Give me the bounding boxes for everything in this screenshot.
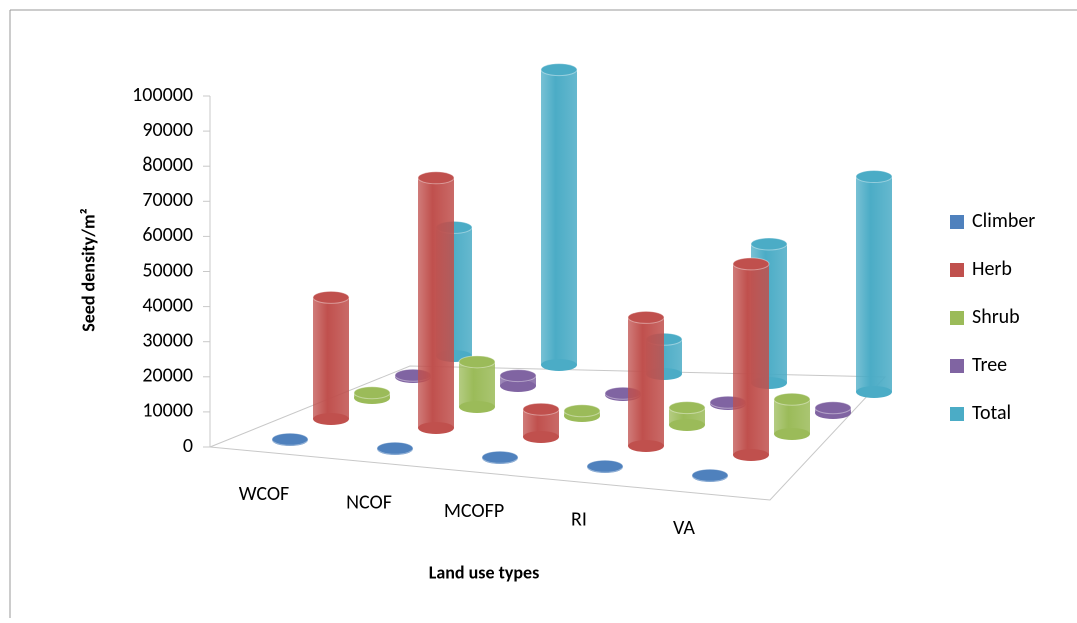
cylinder-body (733, 263, 769, 455)
cylinder (312, 290, 350, 425)
y-tick-label: 40000 (142, 293, 193, 317)
cylinder-body (856, 176, 892, 392)
cylinder-top (563, 404, 601, 418)
cylinder-top (540, 63, 578, 77)
cylinder (855, 170, 893, 398)
cylinder (814, 401, 852, 419)
cylinder (499, 369, 537, 392)
cylinder (563, 404, 601, 422)
y-tick-label: 20000 (142, 364, 193, 388)
cylinder-top (691, 468, 729, 482)
cylinder-top (732, 257, 770, 271)
x-tick-label: MCOFP (444, 499, 504, 523)
cylinder-top (376, 441, 414, 455)
y-tick-label: 50000 (142, 258, 193, 282)
x-tick-label: WCOF (239, 482, 290, 506)
legend-swatch (950, 311, 964, 325)
cylinder (732, 257, 770, 461)
y-tick-label: 0 (183, 434, 193, 458)
legend-label: Herb (972, 257, 1012, 281)
cylinder (540, 63, 578, 371)
y-axis-title: Seed density/m² (77, 208, 99, 332)
cylinder-top (773, 392, 811, 406)
cylinder (458, 355, 496, 413)
y-tick-label: 80000 (142, 153, 193, 177)
legend-label: Shrub (972, 305, 1020, 329)
cylinder-top (499, 369, 537, 383)
cylinder-top (417, 171, 455, 185)
cylinder-body (459, 361, 495, 407)
cylinder (522, 402, 560, 443)
cylinder-top (481, 450, 519, 464)
cylinder (481, 450, 519, 464)
cylinder (417, 171, 455, 434)
legend-swatch (950, 263, 964, 277)
legend-label: Tree (972, 353, 1007, 377)
legend-label: Climber (972, 209, 1035, 233)
cylinder-top (353, 386, 391, 400)
cylinder-top (522, 402, 560, 416)
cylinder-top (586, 459, 624, 473)
cylinder (586, 459, 624, 473)
cylinder-top (271, 432, 309, 446)
y-tick-label: 90000 (142, 118, 193, 142)
x-tick-label: RI (571, 507, 587, 531)
cylinder-top (855, 170, 893, 184)
cylinder-top (750, 237, 788, 251)
cylinder-body (628, 317, 664, 446)
x-axis-title: Land use types (429, 561, 540, 583)
cylinder-top (668, 401, 706, 415)
cylinder-body (313, 297, 349, 419)
cylinder (691, 468, 729, 482)
legend-swatch (950, 407, 964, 421)
cylinder-top (458, 355, 496, 369)
legend-swatch (950, 359, 964, 373)
y-tick-label: 60000 (142, 223, 193, 247)
cylinder-body (541, 69, 577, 366)
cylinder-body (418, 177, 454, 428)
y-tick-label: 70000 (142, 188, 193, 212)
cylinder (627, 310, 665, 452)
y-tick-label: 100000 (132, 83, 193, 107)
legend-swatch (950, 215, 964, 229)
cylinder (353, 386, 391, 404)
y-tick-label: 10000 (142, 399, 193, 423)
y-tick-label: 30000 (142, 328, 193, 352)
cylinder (668, 401, 706, 431)
legend-label: Total (972, 401, 1011, 425)
cylinder-top (814, 401, 852, 415)
cylinder (773, 392, 811, 440)
cylinder (271, 432, 309, 446)
cylinder (376, 441, 414, 455)
cylinder-top (312, 290, 350, 304)
x-tick-label: NCOF (346, 490, 392, 514)
x-tick-label: VA (673, 516, 695, 540)
cylinder-top (627, 310, 665, 324)
